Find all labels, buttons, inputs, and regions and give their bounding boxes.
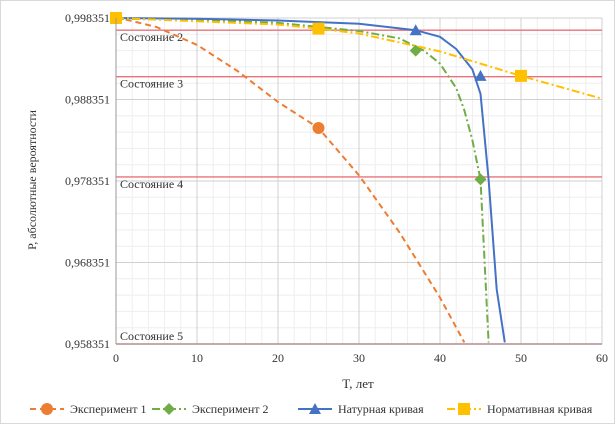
axes (115, 18, 602, 345)
legend-label: Натурная кривая (338, 402, 424, 416)
state-label: Состояние 2 (120, 30, 183, 44)
series-line (115, 16, 466, 343)
state-label: Состояние 5 (120, 329, 183, 343)
series-lines (115, 16, 603, 343)
x-tick-label: 60 (596, 351, 608, 365)
series-marker (409, 24, 422, 36)
x-tick-label: 10 (191, 351, 203, 365)
legend-marker (163, 403, 175, 415)
legend-label: Эксперимент 2 (192, 402, 269, 416)
legend: Эксперимент 1 Эксперимент 2 Натурная крива… (30, 402, 593, 416)
x-tick-label: 20 (272, 351, 284, 365)
y-tick-label: 0,968351 (65, 256, 110, 270)
series-marker (409, 44, 422, 57)
x-tick-label: 40 (434, 351, 446, 365)
series-marker (312, 122, 325, 135)
x-tick-label: 50 (515, 351, 527, 365)
series-marker (515, 69, 527, 82)
x-tick-label: 0 (113, 351, 119, 365)
legend-label: Нормативная кривая (487, 402, 593, 416)
y-axis-label: Р, абсолютные вероятности (25, 110, 39, 250)
y-tick-label: 0,998351 (65, 11, 110, 25)
x-tick-label: 30 (353, 351, 365, 365)
y-tick-label: 0,988351 (65, 93, 110, 107)
y-tick-label: 0,958351 (65, 337, 110, 351)
series-line (115, 17, 506, 343)
legend-label: Эксперимент 1 (70, 402, 147, 416)
series-marker (312, 22, 325, 35)
x-axis-label: T, лет (342, 376, 374, 391)
series-line (115, 17, 490, 343)
state-label: Состояние 3 (120, 77, 183, 91)
legend-marker (309, 403, 321, 414)
legend-marker (41, 403, 53, 415)
series-marker (474, 69, 487, 81)
y-tick-label: 0,978351 (65, 174, 110, 188)
legend-marker (458, 403, 470, 415)
series-marker (474, 173, 487, 186)
tick-labels: 0 10 20 30 40 50 60 0,958351 0,968351 0,978351 0,9… (65, 11, 608, 365)
state-label: Состояние 4 (120, 177, 183, 191)
